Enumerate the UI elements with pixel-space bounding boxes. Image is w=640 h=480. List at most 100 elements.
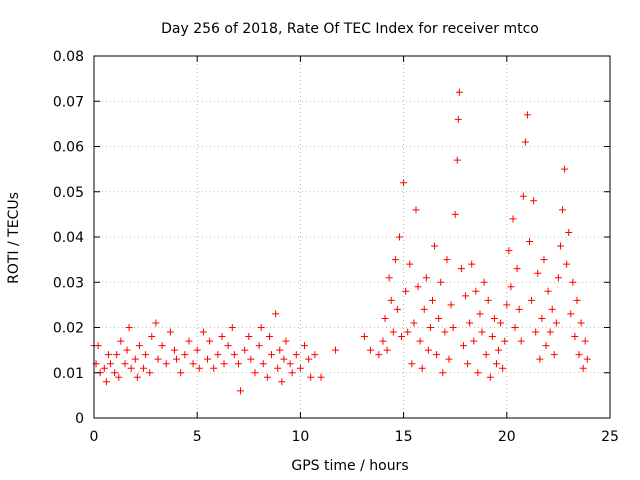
data-point <box>416 337 424 345</box>
data-point <box>282 337 290 345</box>
data-point <box>499 364 507 372</box>
data-point <box>488 333 496 341</box>
plot-frame <box>93 55 611 419</box>
data-point <box>123 346 131 354</box>
data-point <box>193 346 201 354</box>
data-point <box>245 333 253 341</box>
data-point <box>550 351 558 359</box>
y-tick-label: 0 <box>75 411 84 427</box>
data-point <box>375 351 383 359</box>
data-point <box>495 346 503 354</box>
data-point <box>204 355 212 363</box>
data-point <box>532 328 540 336</box>
data-point <box>542 342 550 350</box>
data-point <box>443 256 451 264</box>
data-point <box>462 292 470 300</box>
data-point <box>534 269 542 277</box>
data-point <box>466 319 474 327</box>
data-point <box>255 342 263 350</box>
data-point <box>548 305 556 313</box>
data-point <box>482 351 490 359</box>
data-point <box>414 283 422 291</box>
data-point <box>398 333 406 341</box>
data-points <box>90 88 591 395</box>
data-point <box>447 301 455 309</box>
data-point <box>170 346 178 354</box>
data-point <box>579 364 587 372</box>
data-point <box>536 355 544 363</box>
data-point <box>455 88 463 96</box>
data-point <box>523 111 531 119</box>
data-point <box>389 328 397 336</box>
data-point <box>100 364 108 372</box>
data-point <box>367 346 375 354</box>
data-point <box>199 328 207 336</box>
data-point <box>453 156 461 164</box>
data-point <box>492 360 500 368</box>
x-tick-label: 15 <box>395 429 413 445</box>
y-tick-label: 0.08 <box>53 49 84 65</box>
data-point <box>276 346 284 354</box>
data-point <box>486 373 494 381</box>
data-point <box>563 260 571 268</box>
data-point <box>210 364 218 372</box>
data-point <box>420 305 428 313</box>
data-point <box>571 333 579 341</box>
data-point <box>577 319 585 327</box>
data-point <box>383 346 391 354</box>
data-point <box>449 324 457 331</box>
data-point <box>507 283 515 291</box>
data-point <box>148 333 156 341</box>
data-point <box>472 287 480 295</box>
data-point <box>410 319 418 327</box>
data-point <box>286 360 294 368</box>
data-point <box>470 337 478 345</box>
data-point <box>251 369 259 377</box>
data-point <box>166 328 174 336</box>
data-point <box>464 360 472 368</box>
y-axis-label: ROTI / TECUs <box>6 192 22 284</box>
y-tick-label: 0.03 <box>53 275 84 291</box>
data-point <box>125 324 133 331</box>
axes: 0 5 10 15 20 25 0 0.01 0.02 0.03 0.04 0.05 0.06 0.07 0… <box>53 49 619 445</box>
data-point <box>185 337 193 345</box>
data-point <box>133 373 141 381</box>
data-point <box>140 364 148 372</box>
data-point <box>162 360 170 368</box>
data-point <box>189 360 197 368</box>
data-point <box>404 328 412 336</box>
data-point <box>439 369 447 377</box>
x-axis-label: GPS time / hours <box>291 458 408 474</box>
data-point <box>538 314 546 322</box>
data-point <box>218 333 226 341</box>
data-point <box>546 328 554 336</box>
data-point <box>583 355 591 363</box>
data-point <box>575 351 583 359</box>
data-point <box>391 256 399 264</box>
data-point <box>480 278 488 286</box>
data-point <box>127 364 135 372</box>
data-point <box>400 179 408 187</box>
data-point <box>484 296 492 304</box>
data-point <box>274 364 282 372</box>
data-point <box>247 355 255 363</box>
data-point <box>181 351 189 359</box>
data-point <box>540 256 548 264</box>
data-point <box>385 274 393 282</box>
data-point <box>263 373 271 381</box>
data-point <box>556 242 564 250</box>
data-point <box>528 296 536 304</box>
data-point <box>526 238 534 246</box>
data-point <box>503 301 511 309</box>
data-point <box>102 378 110 386</box>
data-point <box>146 369 154 377</box>
data-point <box>317 373 325 381</box>
data-point <box>241 346 249 354</box>
data-point <box>113 351 121 359</box>
data-point <box>445 355 453 363</box>
data-point <box>292 351 300 359</box>
data-point <box>301 342 309 350</box>
data-point <box>474 369 482 377</box>
data-point <box>478 328 486 336</box>
